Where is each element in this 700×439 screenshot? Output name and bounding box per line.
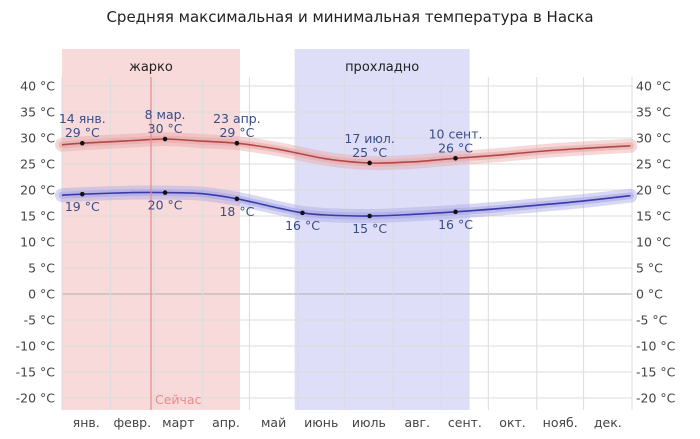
x-tick-label: дек. — [594, 415, 622, 430]
y-tick-left: 30 °C — [20, 131, 55, 146]
x-tick-label: авг. — [404, 415, 430, 430]
y-tick-right: 30 °C — [636, 131, 671, 146]
annotation-value: 18 °C — [219, 204, 254, 219]
y-tick-right: 15 °C — [636, 209, 671, 224]
y-tick-left: 15 °C — [20, 209, 55, 224]
y-tick-left: 10 °C — [20, 235, 55, 250]
annotation-dot — [234, 196, 240, 202]
annotation-value: 16 °C — [285, 218, 320, 233]
y-tick-right: 20 °C — [636, 183, 671, 198]
y-tick-right: 5 °C — [636, 261, 663, 276]
annotation-dot — [162, 136, 168, 142]
series-line-0 — [61, 138, 631, 164]
annotation-value: 29 °C — [219, 125, 254, 140]
annotation-date: 17 июл. — [344, 131, 395, 146]
annotation-value: 20 °C — [148, 198, 183, 213]
annotation-date: 10 сент. — [429, 126, 483, 141]
y-tick-left: 20 °C — [20, 183, 55, 198]
y-tick-left: 35 °C — [20, 105, 55, 120]
annotation-dot — [80, 191, 85, 197]
annotation-value: 15 °C — [352, 221, 387, 236]
x-tick-label: апр. — [212, 415, 240, 430]
y-tick-left: 0 °C — [28, 287, 55, 302]
x-tick-label: март — [162, 415, 194, 430]
x-tick-label: июль — [352, 415, 386, 430]
y-tick-right: 35 °C — [636, 105, 671, 120]
x-tick-label: сент. — [448, 415, 482, 430]
y-tick-left: -15 °C — [16, 365, 56, 380]
y-tick-right: 25 °C — [636, 157, 671, 172]
annotation-dot — [367, 160, 372, 166]
band-label-0: жарко — [129, 60, 173, 75]
annotation-value: 26 °C — [438, 140, 473, 155]
y-tick-right: -20 °C — [636, 391, 676, 406]
annotation-date: 23 апр. — [213, 111, 261, 126]
annotation-date: 8 мар. — [145, 107, 186, 122]
annotation-dot — [453, 155, 458, 161]
x-tick-label: февр. — [113, 415, 151, 430]
x-tick-label: янв. — [73, 415, 100, 430]
annotation-dot — [300, 210, 305, 216]
y-tick-right: 10 °C — [636, 235, 671, 250]
y-tick-right: 0 °C — [636, 287, 663, 302]
chart-title: Средняя максимальная и минимальная темпе… — [106, 8, 594, 26]
x-tick-label: нояб. — [543, 415, 578, 430]
y-tick-right: 40 °C — [636, 79, 671, 94]
y-tick-left: -20 °C — [16, 391, 56, 406]
x-tick-label: окт. — [499, 415, 525, 430]
x-tick-label: май — [261, 415, 286, 430]
y-tick-right: -10 °C — [636, 339, 676, 354]
annotation-value: 19 °C — [65, 199, 100, 214]
annotation-value: 25 °C — [352, 145, 387, 160]
annotation-dot — [453, 209, 458, 215]
y-tick-right: -15 °C — [636, 365, 676, 380]
annotation-date: 14 янв. — [59, 111, 106, 126]
y-tick-left: 40 °C — [20, 79, 55, 94]
x-tick-label: июнь — [304, 415, 338, 430]
annotation-dot — [162, 190, 168, 195]
annotation-value: 29 °C — [65, 125, 100, 140]
y-tick-left: 5 °C — [28, 261, 55, 276]
annotation-value: 30 °C — [148, 121, 183, 136]
y-tick-right: -5 °C — [636, 313, 668, 328]
band-1 — [294, 49, 470, 410]
y-tick-left: -10 °C — [16, 339, 56, 354]
series-line-1 — [61, 191, 631, 217]
band-label-1: прохладно — [345, 60, 419, 75]
y-tick-left: -5 °C — [24, 313, 56, 328]
annotation-dot — [367, 213, 372, 219]
annotation-dot — [80, 140, 85, 146]
annotation-value: 16 °C — [438, 217, 473, 232]
now-marker-label: Сейчас — [155, 392, 202, 407]
y-tick-left: 25 °C — [20, 157, 55, 172]
annotation-dot — [234, 140, 240, 146]
